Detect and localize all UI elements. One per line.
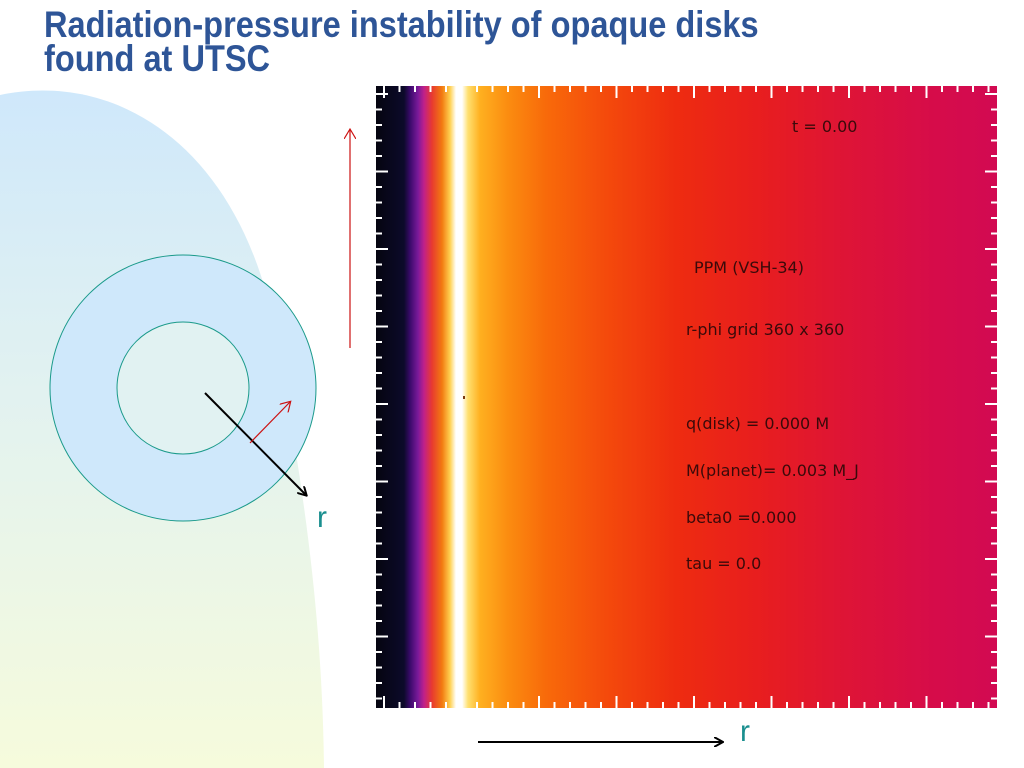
time-label: t = 0.00: [792, 117, 858, 136]
planet-mass-label: M(planet)= 0.003 M_J: [686, 461, 859, 480]
plot-ticks: [376, 86, 997, 708]
slide-title: Radiation-pressure instability of opaque…: [44, 4, 759, 79]
grid-label: r-phi grid 360 x 360: [686, 320, 845, 339]
inner-disk-hole: [116, 321, 250, 455]
disk-mass-label: q(disk) = 0.000 M: [686, 414, 830, 433]
diagram-radial-label: r: [317, 501, 327, 534]
method-label: PPM (VSH-34): [694, 258, 804, 277]
planet-marker: [463, 396, 465, 399]
tau-label: tau = 0.0: [686, 554, 762, 573]
title-line-1: Radiation-pressure instability of opaque…: [44, 4, 759, 45]
simulation-plot: t = 0.00 PPM (VSH-34) r-phi grid 360 x 3…: [376, 86, 997, 708]
axis-radial-label: r: [740, 715, 750, 748]
title-line-2: found at UTSC: [44, 38, 271, 79]
radius-arrow: [204, 392, 306, 495]
radiation-pressure-arrow: [249, 402, 290, 444]
beta0-label: beta0 =0.000: [686, 508, 797, 527]
